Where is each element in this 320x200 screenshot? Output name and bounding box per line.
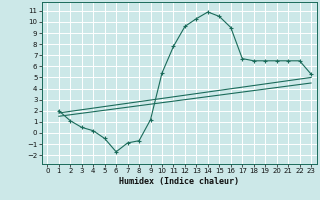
X-axis label: Humidex (Indice chaleur): Humidex (Indice chaleur) xyxy=(119,177,239,186)
